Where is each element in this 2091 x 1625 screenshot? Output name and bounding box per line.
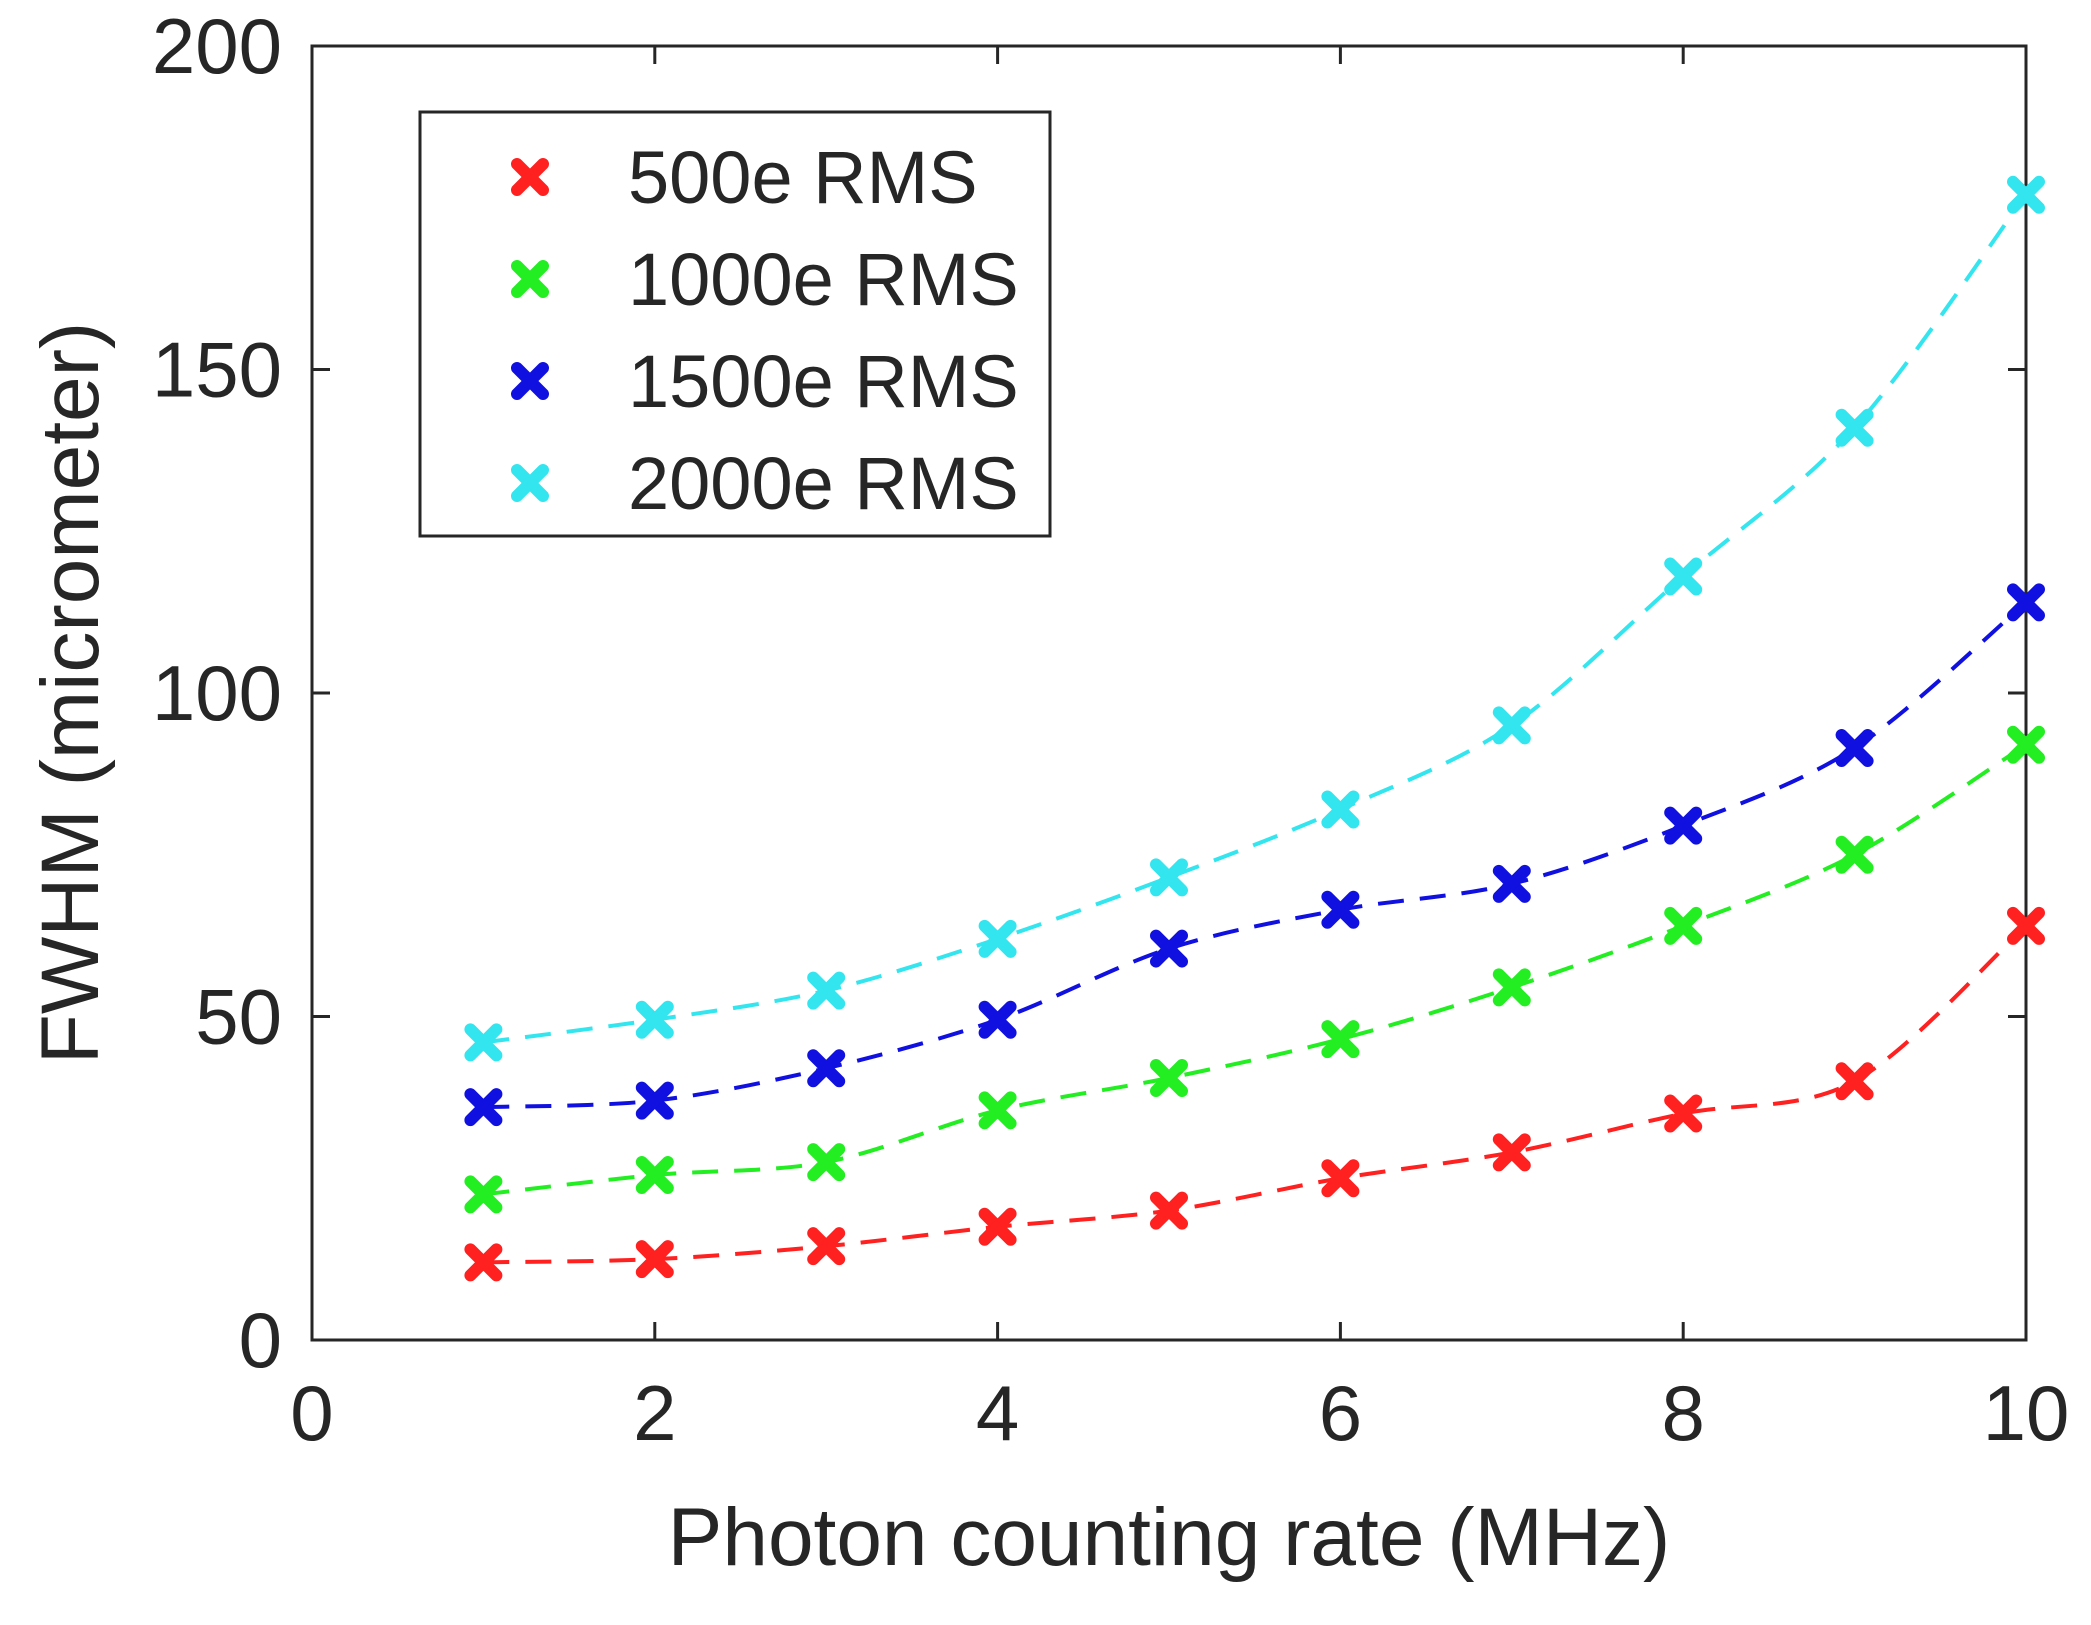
y-tick-label: 150 (152, 326, 282, 414)
data-point-marker (1835, 1062, 1874, 1101)
data-point-marker (1835, 728, 1874, 767)
data-point-marker (635, 1000, 674, 1039)
x-tick-label: 2 (633, 1369, 676, 1457)
series-line (483, 600, 2028, 1110)
data-point-marker (1492, 968, 1531, 1007)
data-point-marker (978, 1091, 1017, 1130)
legend-marker (511, 464, 549, 502)
series-1500e-rms (464, 583, 2045, 1127)
data-point-marker (635, 1081, 674, 1120)
data-point-marker (807, 1227, 846, 1266)
data-point-marker (464, 1175, 503, 1214)
legend-item: 1000e RMS (511, 238, 1019, 321)
data-point-marker (2007, 583, 2045, 622)
data-point-marker (1150, 1058, 1188, 1097)
legend-marker (511, 362, 549, 400)
data-point-marker (1835, 408, 1874, 447)
data-point-marker (1321, 1020, 1360, 1059)
data-point-marker (1321, 790, 1360, 829)
series-line (483, 924, 2028, 1265)
series-500e-rms (464, 906, 2045, 1282)
data-point-marker (1664, 906, 1703, 945)
data-point-marker (978, 1000, 1017, 1039)
legend: 500e RMS 1000e RMS 1500e RMS 2000e RMS (418, 110, 1052, 538)
data-point-marker (1150, 858, 1188, 897)
legend-marker (511, 158, 549, 196)
x-tick-label: 10 (1983, 1369, 2070, 1457)
data-point-marker (978, 919, 1017, 958)
data-point-marker (464, 1023, 503, 1062)
series-line (483, 193, 2028, 1045)
data-point-marker (978, 1207, 1017, 1246)
series-2000e-rms (464, 175, 2045, 1062)
data-point-marker (1492, 1133, 1531, 1172)
legend-item: 1500e RMS (511, 340, 1019, 423)
data-point-marker (1664, 557, 1703, 596)
x-tick-label: 6 (1319, 1369, 1362, 1457)
data-point-marker (2007, 175, 2045, 214)
legend-label: 2000e RMS (628, 442, 1019, 525)
data-point-marker (807, 971, 846, 1010)
data-point-marker (1321, 890, 1360, 929)
x-axis-title: Photon counting rate (MHz) (668, 1492, 1671, 1583)
legend-label: 500e RMS (628, 136, 978, 219)
x-tick-label: 0 (290, 1369, 333, 1457)
data-point-marker (1492, 706, 1531, 745)
y-tick-label: 200 (152, 2, 282, 90)
data-point-marker (1835, 835, 1874, 874)
legend-label: 1500e RMS (628, 340, 1019, 423)
data-point-marker (1321, 1159, 1360, 1198)
y-tick-label: 50 (195, 973, 282, 1061)
data-point-marker (807, 1143, 846, 1182)
data-point-marker (1492, 864, 1531, 903)
legend-item: 500e RMS (511, 136, 978, 219)
legend-marker (511, 260, 549, 298)
data-point-marker (1664, 1094, 1703, 1133)
series-1000e-rms (464, 725, 2045, 1214)
legend-item: 2000e RMS (511, 442, 1019, 525)
data-point-marker (1150, 929, 1188, 968)
legend-label: 1000e RMS (628, 238, 1019, 321)
data-point-marker (635, 1240, 674, 1279)
data-point-marker (464, 1088, 503, 1127)
data-point-marker (1664, 806, 1703, 845)
x-tick-label: 8 (1662, 1369, 1705, 1457)
data-point-marker (2007, 906, 2045, 945)
y-tick-label: 100 (152, 649, 282, 737)
y-axis-title: FWHM (micrometer) (25, 322, 116, 1064)
x-tick-label: 4 (976, 1369, 1019, 1457)
data-point-marker (2007, 725, 2045, 764)
data-point-marker (464, 1243, 503, 1282)
series-line (483, 743, 2028, 1197)
y-tick-label: 0 (239, 1296, 282, 1384)
data-point-marker (1150, 1191, 1188, 1230)
data-point-marker (807, 1049, 846, 1088)
data-point-marker (635, 1156, 674, 1195)
